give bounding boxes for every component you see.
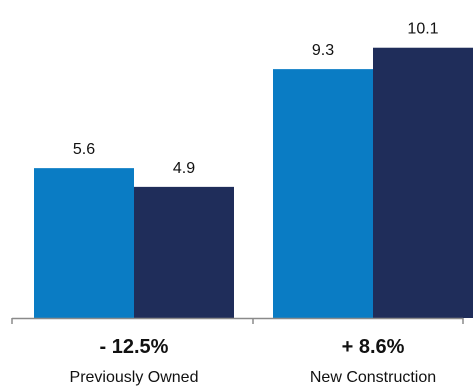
- change-label-0: - 12.5%: [100, 336, 169, 358]
- value-label-0-1: 4.9: [173, 160, 195, 177]
- change-label-1: + 8.6%: [342, 336, 405, 358]
- x-axis: [11, 317, 464, 324]
- bar-0-0: [34, 168, 134, 318]
- value-labels-group: 5.6 4.9 9.3 10.1: [73, 21, 439, 177]
- bars-group: [34, 47, 473, 318]
- bar-1-0: [273, 69, 373, 318]
- value-label-0-0: 5.6: [73, 141, 95, 158]
- category-label-0: Previously Owned: [70, 369, 199, 386]
- value-label-1-0: 9.3: [312, 42, 334, 59]
- category-labels-group: - 12.5% Previously Owned + 8.6% New Constru…: [70, 336, 437, 386]
- bar-1-1: [373, 47, 473, 318]
- category-label-1: New Construction: [310, 369, 436, 386]
- value-label-1-1: 10.1: [407, 21, 438, 38]
- bar-0-1: [134, 186, 234, 318]
